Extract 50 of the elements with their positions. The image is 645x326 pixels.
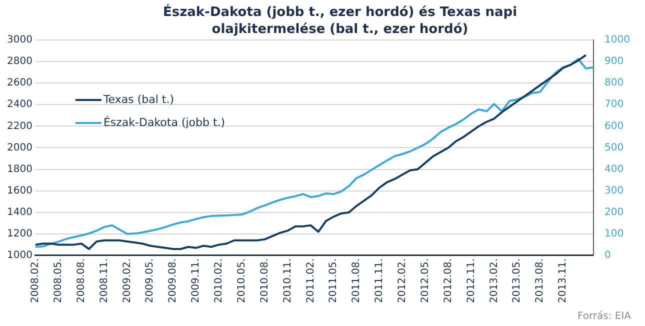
y2-tick-label: 100 <box>604 228 624 240</box>
y2-tick-label: 700 <box>604 99 624 110</box>
x-tick-label: 2012.08. <box>442 258 454 303</box>
x-tick-label: 2010.02. <box>214 258 225 303</box>
y-tick-label: 3000 <box>6 34 32 46</box>
y-tick-label: 1200 <box>6 228 32 240</box>
x-tick-label: 2008.11. <box>98 258 110 303</box>
x-tick-label: 2012.02. <box>397 258 408 303</box>
x-tick-label: 2012.05. <box>420 258 431 303</box>
y2-tick-label: 1000 <box>604 34 630 46</box>
legend-label: Észak-Dakota (jobb t.) <box>103 114 226 129</box>
x-tick-label: 2009.11. <box>190 258 202 303</box>
legend-label: Texas (bal t.) <box>102 92 174 106</box>
x-tick-label: 2008.08. <box>76 258 87 303</box>
y2-tick-label: 400 <box>604 164 624 175</box>
x-tick-label: 2013.02. <box>488 258 500 303</box>
x-tick-label: 2010.05. <box>236 258 248 303</box>
x-tick-label: 2011.11. <box>374 258 386 303</box>
y-tick-label: 2200 <box>6 120 32 132</box>
x-tick-label: 2008.02. <box>30 258 42 303</box>
x-tick-label: 2009.02. <box>122 258 133 303</box>
x-tick-label: 2013.11. <box>558 258 569 303</box>
x-tick-label: 2008.05. <box>52 258 64 303</box>
y-tick-label: 1000 <box>6 250 32 262</box>
x-tick-label: 2013.08. <box>534 258 546 303</box>
y2-tick-label: 600 <box>604 120 624 132</box>
y-tick-label: 2600 <box>6 78 32 89</box>
y-tick-label: 2000 <box>6 142 32 154</box>
y-tick-label: 1400 <box>6 206 32 218</box>
y2-tick-label: 800 <box>604 78 624 89</box>
x-tick-label: 2012.11. <box>466 258 477 303</box>
x-tick-label: 2013.05. <box>512 258 523 303</box>
y2-tick-label: 300 <box>604 185 624 196</box>
x-tick-label: 2009.08. <box>168 258 179 303</box>
y2-tick-label: 0 <box>604 250 611 262</box>
x-tick-label: 2010.11. <box>282 258 294 303</box>
text: Forrás: EIA <box>577 311 631 322</box>
y2-tick-label: 200 <box>604 206 624 218</box>
x-tick-label: 2009.05. <box>144 258 156 303</box>
x-tick-label: 2011.05. <box>328 258 340 303</box>
y-tick-label: 2400 <box>6 99 32 110</box>
y2-tick-label: 900 <box>604 56 624 68</box>
x-tick-label: 2011.08. <box>351 258 362 303</box>
x-tick-label: 2011.02. <box>305 258 316 303</box>
y2-tick-label: 500 <box>604 142 624 154</box>
chart-title: Észak-Dakota (jobb t., ezer hordó) és Texas napi olajkitermelése (bal t., ezer hordó) <box>162 4 518 38</box>
x-tick-label: 2010.08. <box>259 258 270 303</box>
y-tick-label: 2800 <box>6 56 32 68</box>
y-tick-label: 1800 <box>6 164 32 175</box>
y-tick-label: 1600 <box>6 185 32 196</box>
